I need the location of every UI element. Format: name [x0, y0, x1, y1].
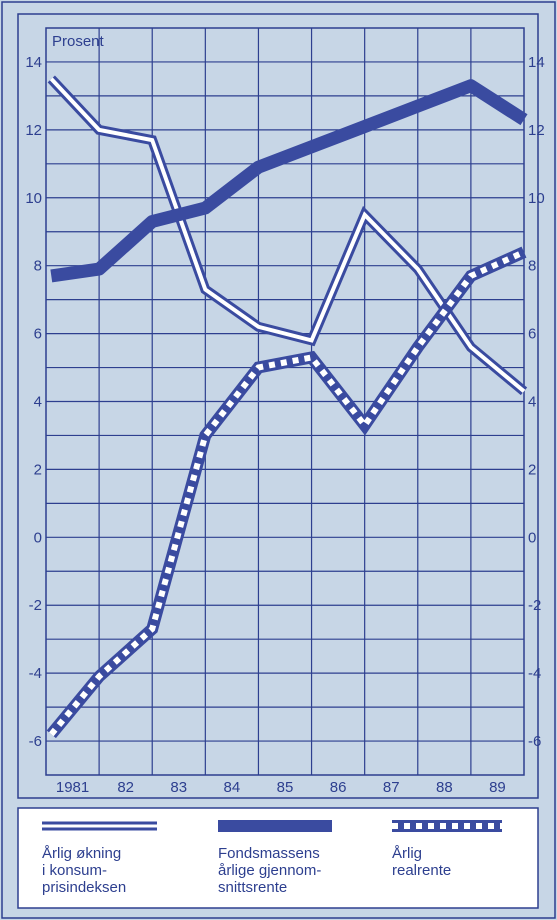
series-1	[50, 79, 528, 283]
y-tick-label-left: 0	[34, 529, 42, 546]
y-axis-title: Prosent	[52, 33, 105, 50]
y-tick-label-left: 4	[34, 394, 42, 411]
legend-label-line: prisindeksen	[42, 879, 126, 896]
x-tick-label: 87	[383, 779, 400, 796]
y-tick-label-right: 0	[528, 529, 536, 546]
x-tick-label: 84	[224, 779, 241, 796]
x-tick-label: 88	[436, 779, 453, 796]
x-tick-label: 83	[170, 779, 187, 796]
y-tick-label-left: -6	[29, 733, 42, 750]
x-tick-label: 89	[489, 779, 506, 796]
y-tick-label-left: -2	[29, 597, 42, 614]
y-tick-label-left: 10	[25, 190, 42, 207]
series-line	[50, 79, 528, 283]
y-tick-label-left: 8	[34, 258, 42, 275]
y-tick-label-right: 4	[528, 394, 536, 411]
y-tick-label-right: 10	[528, 190, 545, 207]
x-tick-label: 1981	[56, 779, 89, 796]
y-tick-label-left: -4	[29, 665, 42, 682]
y-tick-label-right: -2	[528, 597, 541, 614]
y-tick-label-left: 14	[25, 54, 42, 71]
y-tick-label-right: -6	[528, 733, 541, 750]
legend-label-line: snittsrente	[218, 879, 287, 896]
legend-label-line: realrente	[392, 862, 451, 879]
legend-label-line: årlige gjennom-	[218, 862, 321, 879]
y-tick-label-right: 2	[528, 461, 536, 478]
y-tick-label-right: 8	[528, 258, 536, 275]
y-tick-label-left: 12	[25, 122, 42, 139]
y-tick-label-right: 6	[528, 326, 536, 343]
y-tick-label-right: 14	[528, 54, 545, 71]
y-tick-label-left: 2	[34, 461, 42, 478]
legend-label-line: Årlig	[392, 845, 422, 862]
legend-label-line: i konsum-	[42, 862, 107, 879]
x-tick-label: 85	[277, 779, 294, 796]
x-tick-label: 82	[117, 779, 134, 796]
series-line-dashes	[48, 249, 526, 737]
legend-label-line: Årlig økning	[42, 845, 121, 862]
plot-panel	[17, 13, 539, 799]
y-tick-label-right: 12	[528, 122, 545, 139]
legend-label-line: Fondsmassens	[218, 845, 320, 862]
x-tick-label: 86	[330, 779, 347, 796]
y-tick-label-left: 6	[34, 326, 42, 343]
y-tick-label-right: -4	[528, 665, 541, 682]
series-2	[46, 246, 527, 739]
